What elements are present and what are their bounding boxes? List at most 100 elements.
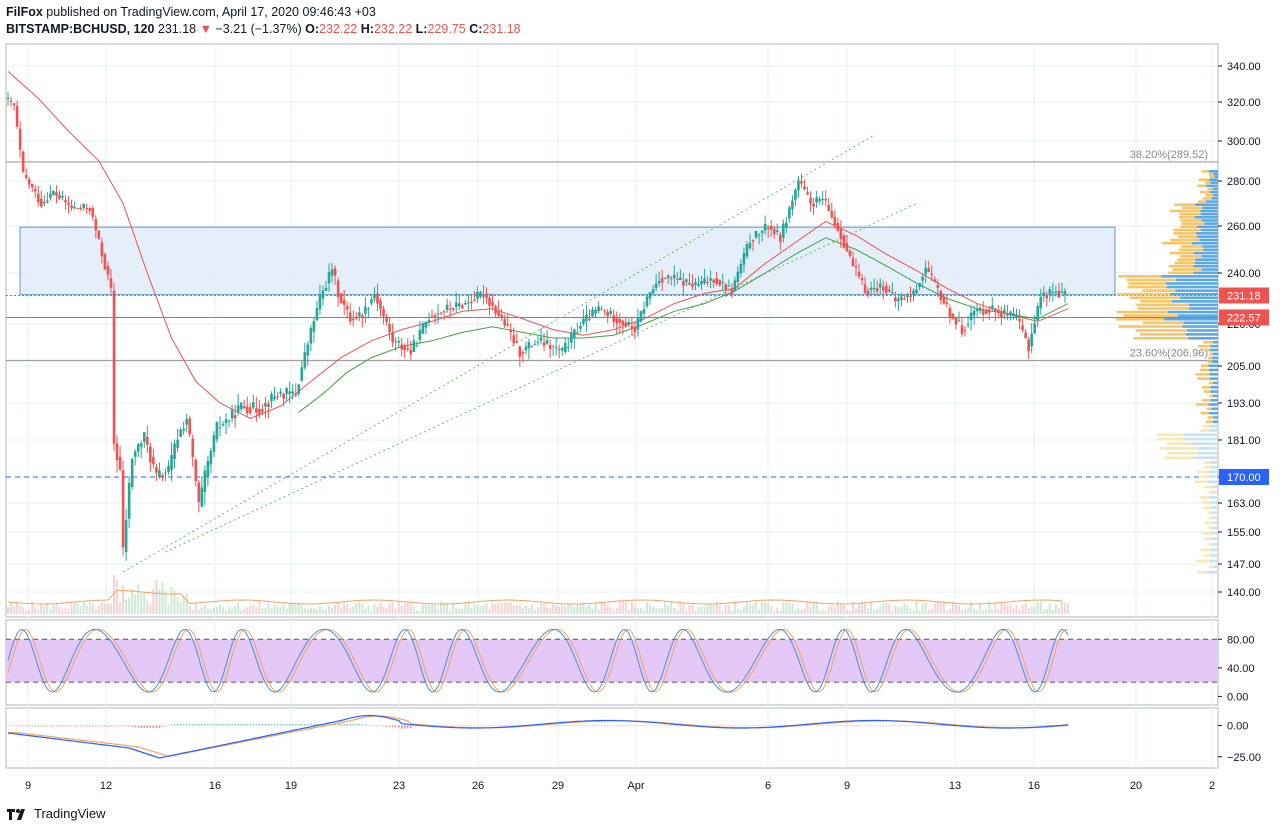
price-pane[interactable]: 38.20%(289.52) 23.60%(206.96) xyxy=(6,71,1218,614)
macd-histogram-bar xyxy=(273,724,276,726)
x-tick-label: 9 xyxy=(25,780,31,792)
macd-histogram-bar xyxy=(288,724,291,726)
candle-body xyxy=(730,288,734,295)
macd-histogram-bar xyxy=(367,724,370,726)
volume-bar xyxy=(321,609,324,614)
macd-histogram-bar xyxy=(718,725,721,727)
macd-histogram-bar xyxy=(310,724,312,726)
macd-histogram-bar xyxy=(906,725,909,727)
candle-body xyxy=(252,402,255,408)
candle-body xyxy=(672,274,676,279)
volume-profile-bar xyxy=(1212,356,1218,360)
volume-bar xyxy=(512,605,515,614)
tradingview-logo-icon[interactable] xyxy=(6,807,28,821)
brand-name[interactable]: TradingView xyxy=(34,806,106,821)
candle-body xyxy=(648,292,652,299)
volume-profile-bar xyxy=(1204,537,1213,540)
volume-profile-bar xyxy=(1202,424,1209,428)
candle-body xyxy=(679,277,682,281)
volume-profile-bar xyxy=(1118,275,1162,278)
volume-bar xyxy=(31,601,34,614)
candle-body xyxy=(806,192,809,195)
volume-bar xyxy=(494,604,497,614)
candle-body xyxy=(467,302,470,304)
macd-histogram-bar xyxy=(752,725,754,727)
macd-histogram-bar xyxy=(464,725,467,727)
volume-profile-bar xyxy=(1115,317,1165,321)
candle-body xyxy=(888,289,891,292)
candle-body xyxy=(185,419,188,425)
macd-pane[interactable] xyxy=(7,714,1069,759)
volume-bar xyxy=(431,604,433,614)
y-tick-label: 0.00 xyxy=(1227,691,1248,703)
macd-histogram-bar xyxy=(494,725,497,726)
price-badge xyxy=(1219,309,1269,326)
macd-histogram-bar xyxy=(261,724,264,726)
macd-histogram-bar xyxy=(194,724,197,726)
volume-bar xyxy=(19,605,22,614)
chart-canvas[interactable]: 38.20%(289.52)23.60%(206.96) 9 12 16 19 23 26… xyxy=(0,0,1280,800)
candle-body xyxy=(570,332,573,343)
candle-body xyxy=(212,435,216,452)
candle-body xyxy=(857,271,861,277)
macd-histogram-bar xyxy=(891,725,894,727)
macd-histogram-bar xyxy=(921,725,924,727)
y-tick-label: 320.00 xyxy=(1227,97,1261,109)
resistance-zone xyxy=(19,226,1116,296)
volume-bar xyxy=(809,606,812,614)
high-value: 232.22 xyxy=(373,22,413,36)
candle-body xyxy=(685,279,688,282)
macd-histogram-bar xyxy=(585,725,588,726)
macd-histogram-bar xyxy=(270,724,273,726)
candle-body xyxy=(342,299,346,305)
volume-profile-bar xyxy=(1175,278,1218,282)
macd-histogram-bar xyxy=(643,725,645,727)
volume-bar xyxy=(194,603,197,614)
macd-histogram-bar xyxy=(161,725,164,727)
volume-bar xyxy=(824,610,827,614)
symbol-name[interactable]: BITSTAMP:BCHUSD, 120 xyxy=(6,22,155,36)
volume-bar xyxy=(240,610,243,614)
volume-bar xyxy=(948,609,951,614)
volume-profile-bar xyxy=(1211,197,1218,200)
macd-histogram-bar xyxy=(473,725,476,727)
candle-body xyxy=(242,406,246,409)
macd-histogram-bar xyxy=(785,724,788,726)
volume-profile-bar xyxy=(1130,296,1181,300)
macd-histogram-bar xyxy=(936,725,939,727)
volume-profile-bar xyxy=(1166,282,1218,285)
macd-histogram-bar xyxy=(16,725,18,727)
candle-body xyxy=(718,280,722,286)
volume-profile-bar xyxy=(1199,496,1209,499)
volume-profile-bar xyxy=(1209,475,1218,478)
macd-histogram-bar xyxy=(1036,725,1039,726)
candle-body xyxy=(500,314,503,318)
macd-histogram-bar xyxy=(549,724,551,726)
macd-histogram-bar xyxy=(603,725,606,726)
volume-bar xyxy=(518,604,521,614)
candle-body xyxy=(715,278,718,285)
author-name[interactable]: FilFox xyxy=(6,5,43,19)
volume-bar xyxy=(476,604,479,614)
candle-body xyxy=(142,432,146,442)
y-tick-label: 147.00 xyxy=(1227,559,1261,571)
stochastic-pane[interactable] xyxy=(6,628,1218,693)
macd-histogram-bar xyxy=(758,725,760,726)
candle-body xyxy=(76,208,79,209)
volume-bar xyxy=(282,604,285,614)
candle-body xyxy=(533,344,537,346)
macd-histogram-bar xyxy=(88,725,91,727)
volume-profile-bar xyxy=(1142,321,1184,325)
candle-body xyxy=(379,301,382,309)
volume-bar xyxy=(506,602,509,614)
volume-bar xyxy=(533,610,536,614)
y-tick-label: 181.00 xyxy=(1227,435,1261,447)
volume-profile-bar xyxy=(1212,537,1218,540)
macd-histogram-bar xyxy=(682,725,685,727)
macd-histogram-bar xyxy=(776,725,779,726)
volume-bar xyxy=(255,606,258,614)
macd-histogram-bar xyxy=(649,725,651,727)
volume-profile-bar xyxy=(1211,465,1218,469)
candle-body xyxy=(409,350,413,355)
candle-body xyxy=(33,188,37,192)
